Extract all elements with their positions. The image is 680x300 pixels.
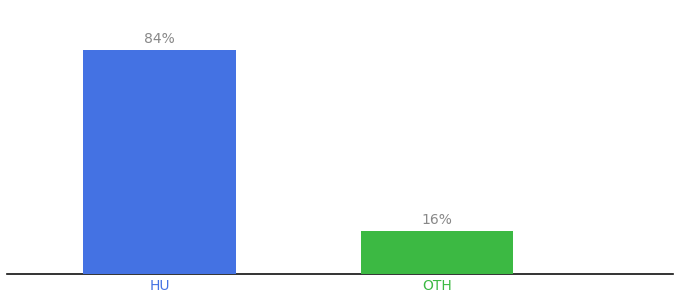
Bar [83,50,236,274]
Text: 84%: 84% [144,32,175,46]
Text: 16%: 16% [422,213,453,227]
Bar [361,231,513,274]
